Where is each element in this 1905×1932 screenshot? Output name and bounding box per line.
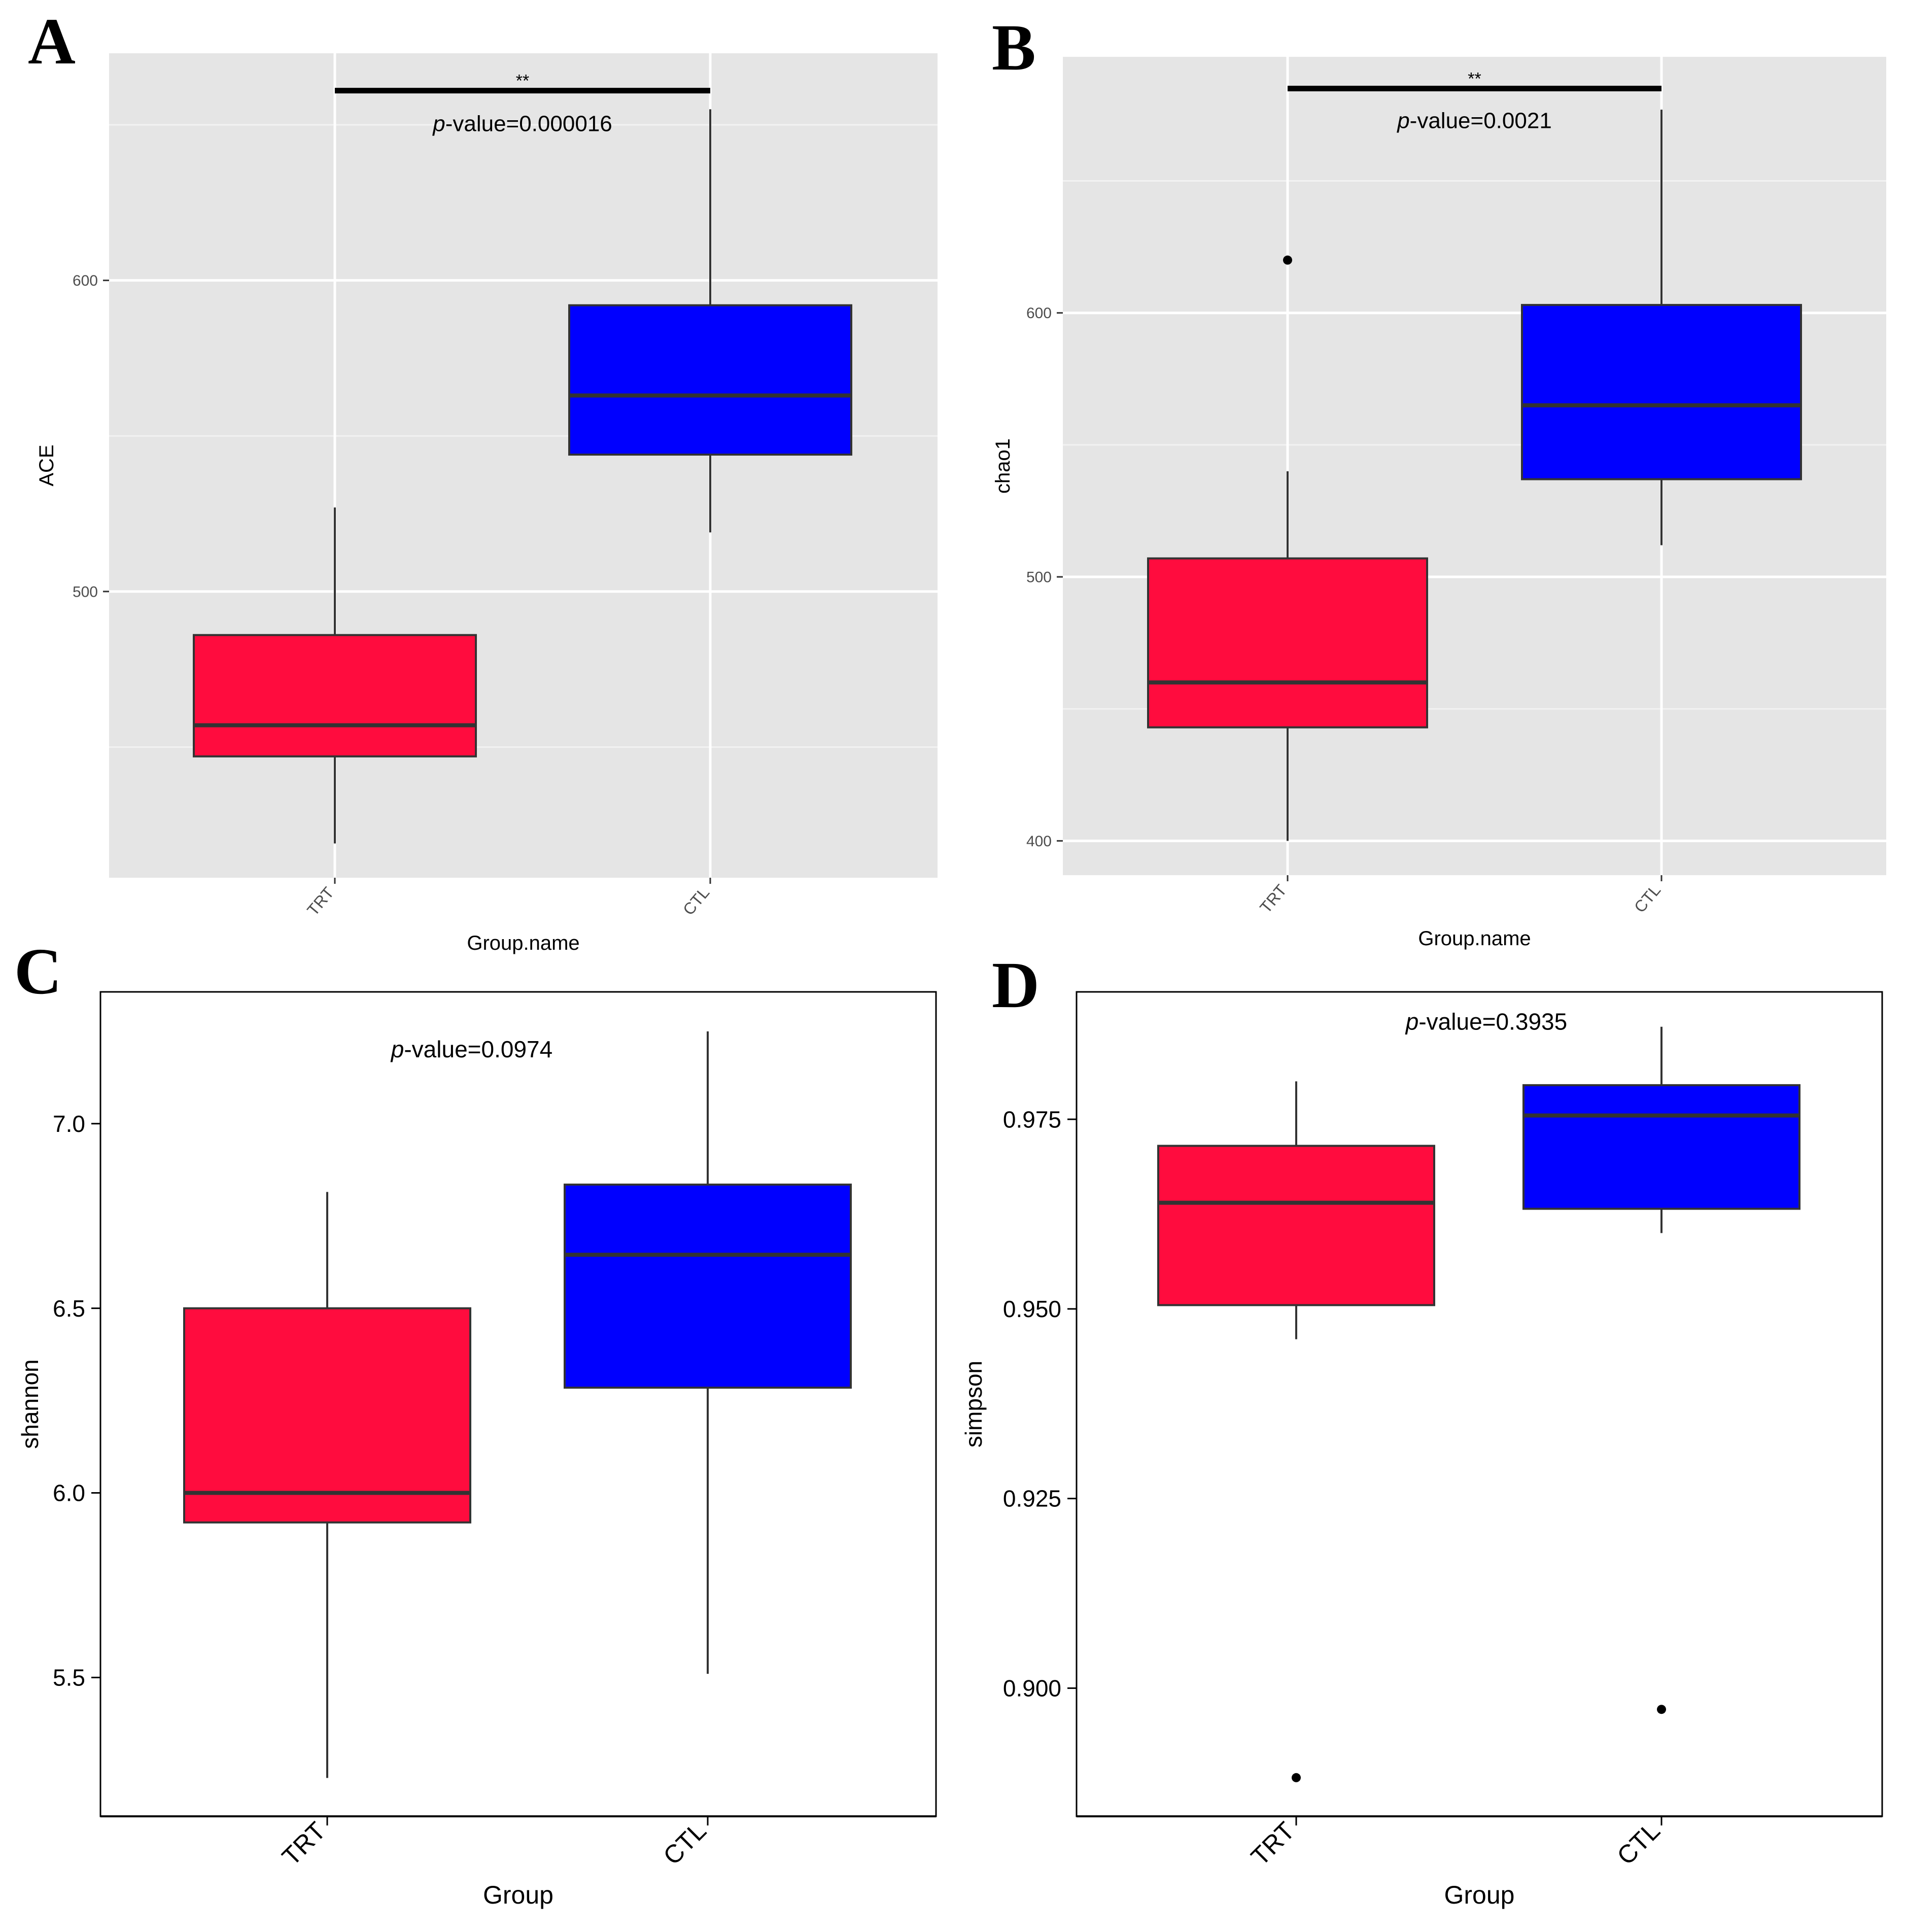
y-tick-label: 600	[73, 272, 98, 289]
p-value-text: -value=0.000016	[445, 111, 612, 136]
y-tick-label: 400	[1026, 833, 1052, 850]
box-trt	[1157, 1145, 1435, 1306]
y-tick-label: 6.5	[53, 1295, 85, 1322]
y-tick-label: 500	[73, 583, 98, 600]
outlier-point	[1292, 1773, 1301, 1782]
y-tick-label: 500	[1026, 569, 1052, 586]
y-tick-label: 0.975	[1003, 1106, 1061, 1132]
box-ctl	[1521, 304, 1802, 480]
panel-a-ace: 500 600 TRT CTL Group.name ACE ** p-value=0.000…	[28, 5, 938, 954]
box-trt	[193, 634, 477, 757]
x-tick-label: TRT	[303, 883, 337, 919]
p-value-annotation: p-value=0.0974	[390, 1036, 552, 1062]
y-tick-label: 0.925	[1003, 1486, 1061, 1512]
y-axis-title: shannon	[17, 1359, 43, 1449]
panel-label-c: C	[14, 935, 62, 1008]
x-axis-title: Group	[1444, 1881, 1515, 1909]
p-value-annotation: p-value=0.0021	[1396, 108, 1552, 133]
significance-stars: **	[1468, 69, 1481, 88]
y-axis-title: simpson	[960, 1361, 987, 1447]
x-tick-label: CTL	[1631, 881, 1664, 916]
box-ctl	[568, 304, 852, 456]
panel-label-a: A	[28, 5, 76, 78]
box-ctl	[564, 1183, 852, 1389]
box-trt	[1147, 557, 1428, 729]
p-value-prefix: p	[432, 111, 445, 136]
x-axis-title: Group	[483, 1881, 553, 1909]
x-tick-label: TRT	[1245, 1816, 1300, 1871]
y-tick-label: 600	[1026, 305, 1052, 322]
panel-d-simpson: 0.900 0.925 0.950 0.975 TRT CTL Group simpson p-…	[960, 949, 1883, 1909]
y-tick-label: 7.0	[53, 1111, 85, 1137]
p-value-prefix: p	[1405, 1009, 1419, 1035]
x-tick-label: CTL	[1611, 1816, 1665, 1870]
outlier-point	[1657, 1705, 1666, 1714]
y-tick-label: 0.900	[1003, 1675, 1061, 1701]
y-tick-label: 0.950	[1003, 1296, 1061, 1322]
significance-stars: **	[516, 72, 529, 91]
x-tick-label: TRT	[276, 1816, 331, 1871]
panel-b-chao1: 400 500 600 TRT CTL Group.name chao1 ** p-value=…	[992, 11, 1886, 950]
p-value-text: -value=0.3935	[1418, 1009, 1567, 1035]
p-value-prefix: p	[390, 1036, 404, 1062]
box-trt	[183, 1307, 471, 1524]
x-tick-label: TRT	[1256, 881, 1290, 916]
y-axis-title: chao1	[992, 438, 1014, 494]
x-axis-title: Group.name	[467, 932, 579, 954]
y-tick-label: 6.0	[53, 1480, 85, 1506]
outlier-point	[1283, 255, 1292, 265]
panel-c-shannon: 5.5 6.0 6.5 7.0 TRT CTL Group shannon p-value=0.…	[14, 935, 937, 1909]
x-axis-title: Group.name	[1418, 927, 1531, 950]
y-axis-title: ACE	[36, 444, 58, 486]
panel-label-b: B	[992, 11, 1036, 84]
p-value-text: -value=0.0021	[1410, 108, 1552, 133]
panel-label-d: D	[992, 949, 1040, 1022]
p-value-annotation: p-value=0.3935	[1405, 1009, 1567, 1035]
y-tick-label: 5.5	[53, 1664, 85, 1690]
x-tick-label: CTL	[679, 883, 713, 918]
p-value-prefix: p	[1396, 108, 1409, 133]
p-value-annotation: p-value=0.000016	[432, 111, 612, 136]
box-ctl	[1522, 1084, 1800, 1210]
x-tick-label: CTL	[657, 1816, 711, 1870]
p-value-text: -value=0.0974	[404, 1036, 552, 1062]
